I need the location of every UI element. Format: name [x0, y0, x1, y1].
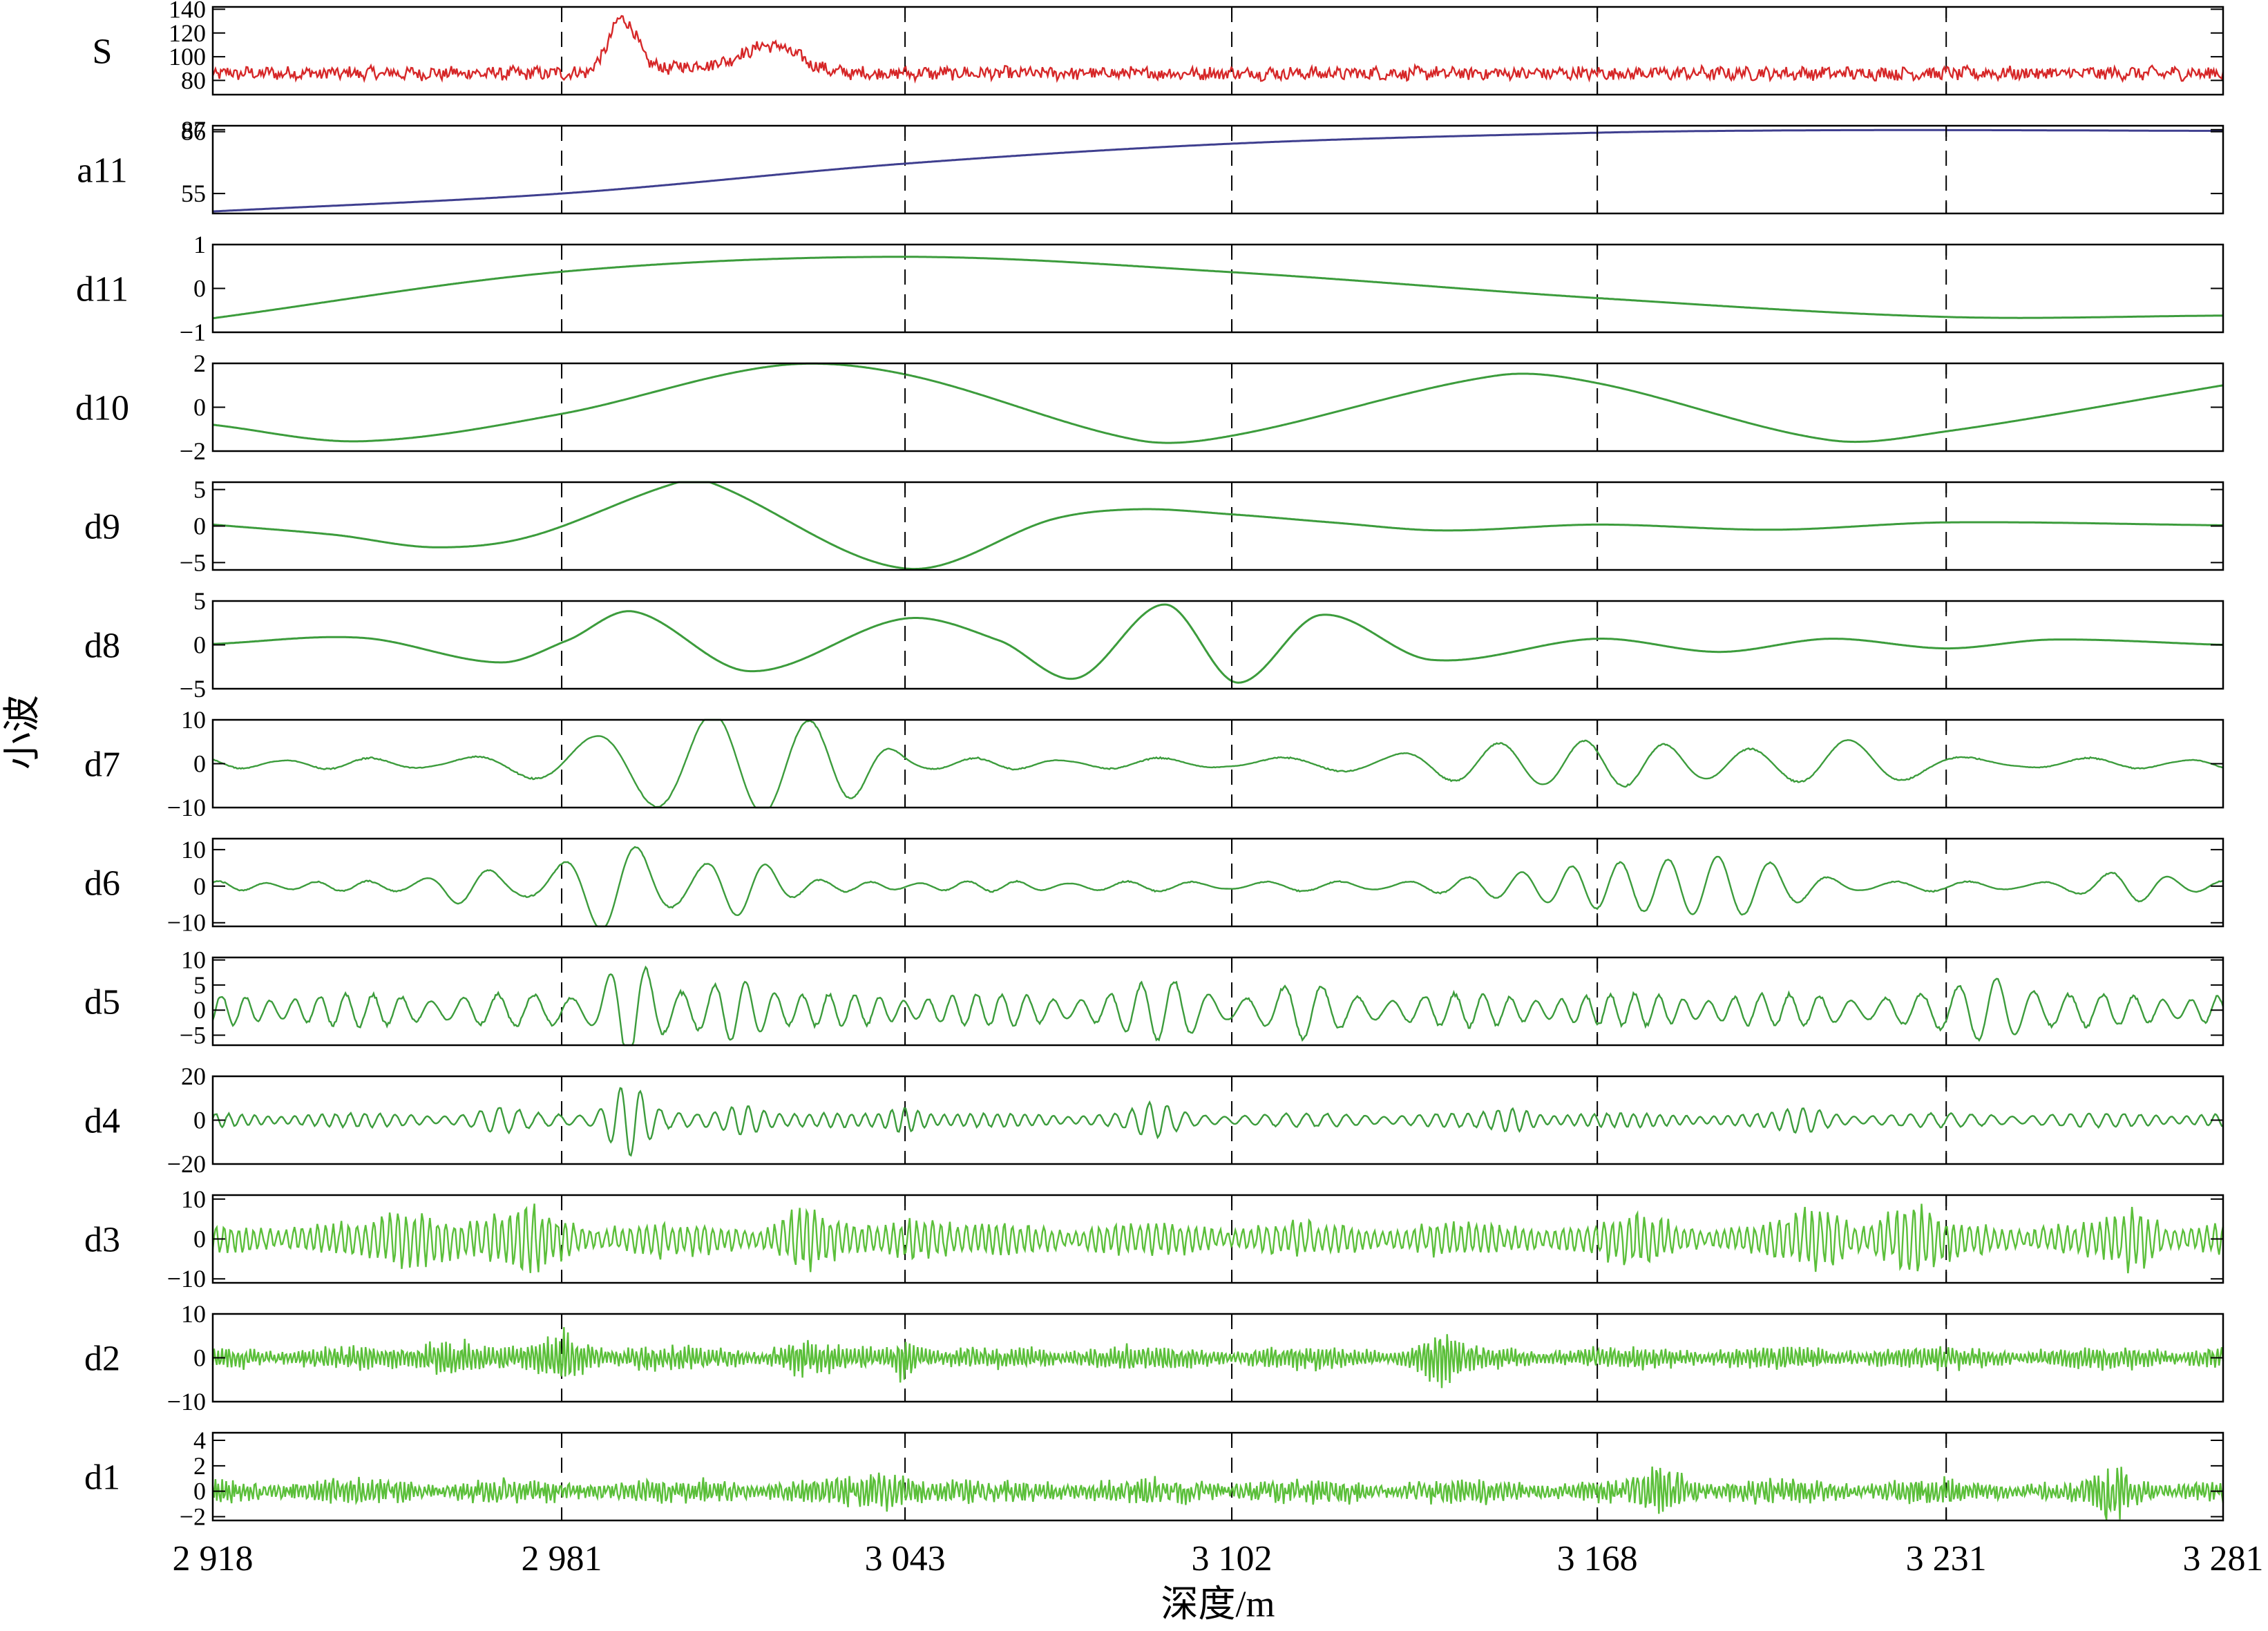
y-tick-label: 87	[181, 116, 206, 144]
series-label: d6	[84, 864, 120, 904]
series-label: d8	[84, 627, 120, 666]
series-line-d4	[211, 1087, 2224, 1157]
panel-frame	[211, 6, 2224, 96]
series-label: d11	[76, 270, 128, 309]
y-tick-label: 140	[169, 0, 206, 23]
series-line-d1	[211, 1466, 2224, 1520]
series-line-d7	[212, 718, 2224, 809]
y-tick-label: −5	[180, 1021, 206, 1049]
x-tick-label: 3 231	[1906, 1539, 1987, 1578]
y-tick-label: 0	[193, 996, 206, 1024]
y-tick-label: 2	[193, 350, 206, 377]
y-tick-label: 100	[169, 43, 206, 70]
y-tick-label: −10	[167, 794, 206, 821]
series-label: a11	[77, 151, 127, 191]
series-line-a11	[212, 128, 2223, 213]
series-line-d6	[212, 846, 2224, 928]
y-tick-label: −10	[167, 1265, 206, 1293]
series-line-d2	[211, 1327, 2224, 1389]
series-line-d3	[211, 1203, 2224, 1274]
y-tick-label: 5	[193, 476, 206, 504]
panel-frame	[211, 243, 2224, 334]
panel-frame	[211, 1431, 2224, 1522]
y-tick-label: 5	[193, 587, 206, 615]
y-tick-label: 0	[193, 275, 206, 303]
series-label: d1	[84, 1458, 120, 1498]
y-tick-label: 0	[193, 1225, 206, 1253]
y-axis-label: 小波	[1, 695, 43, 770]
panel-frame	[211, 956, 2224, 1047]
series-label: d2	[84, 1339, 120, 1379]
y-tick-label: 10	[181, 706, 206, 734]
y-tick-label: 0	[193, 513, 206, 540]
panel-frame	[211, 600, 2224, 690]
y-tick-label: −10	[167, 909, 206, 937]
y-tick-label: 1	[193, 231, 206, 258]
x-tick-label: 2 918	[173, 1539, 254, 1578]
x-tick-label: 3 281	[2183, 1539, 2264, 1578]
y-tick-label: 0	[193, 631, 206, 659]
y-tick-label: 10	[181, 836, 206, 864]
y-tick-label: −5	[180, 549, 206, 576]
series-label: d4	[84, 1102, 120, 1141]
panel-frame	[211, 837, 2224, 928]
y-tick-label: 0	[193, 1107, 206, 1134]
y-tick-label: −20	[167, 1150, 206, 1178]
series-label: S	[93, 32, 113, 72]
series-line-d9	[212, 481, 2223, 571]
y-tick-label: 2	[193, 1452, 206, 1480]
y-tick-label: 80	[181, 66, 206, 94]
y-tick-label: 10	[181, 1185, 206, 1213]
panel-frame	[211, 124, 2224, 215]
series-line-d5	[211, 965, 2224, 1047]
series-label: d10	[75, 389, 129, 428]
series-line-d8	[212, 603, 2224, 684]
x-axis-label: 深度/m	[1161, 1583, 1275, 1625]
series-label: d7	[84, 745, 120, 785]
y-tick-label: 0	[193, 1478, 206, 1505]
y-tick-label: −2	[180, 437, 206, 465]
y-tick-label: −1	[180, 318, 206, 346]
x-tick-label: 3 102	[1192, 1539, 1273, 1578]
x-tick-label: 2 981	[522, 1539, 602, 1578]
y-tick-label: 55	[181, 180, 206, 207]
y-tick-label: 86	[181, 118, 206, 146]
y-tick-label: 120	[169, 19, 206, 47]
y-tick-label: 0	[193, 872, 206, 900]
y-tick-label: −10	[167, 1388, 206, 1415]
panel-frame	[211, 718, 2224, 809]
series-label: d9	[84, 508, 120, 547]
y-tick-label: 0	[193, 1344, 206, 1372]
y-tick-label: 20	[181, 1062, 206, 1090]
x-tick-label: 3 043	[865, 1539, 946, 1578]
series-line-S	[211, 15, 2224, 84]
y-tick-label: 5	[193, 971, 206, 999]
y-tick-label: 10	[181, 946, 206, 974]
y-tick-label: −2	[180, 1503, 206, 1530]
series-line-d11	[212, 256, 2223, 320]
y-tick-label: 0	[193, 394, 206, 421]
panel-frame	[211, 481, 2224, 571]
series-label: d5	[84, 983, 120, 1022]
y-tick-label: 10	[181, 1300, 206, 1328]
y-tick-label: 0	[193, 750, 206, 778]
x-tick-label: 3 168	[1557, 1539, 1638, 1578]
y-tick-label: −5	[180, 675, 206, 703]
series-line-d10	[212, 362, 2224, 444]
series-label: d3	[84, 1221, 120, 1260]
y-tick-label: 4	[193, 1427, 206, 1454]
